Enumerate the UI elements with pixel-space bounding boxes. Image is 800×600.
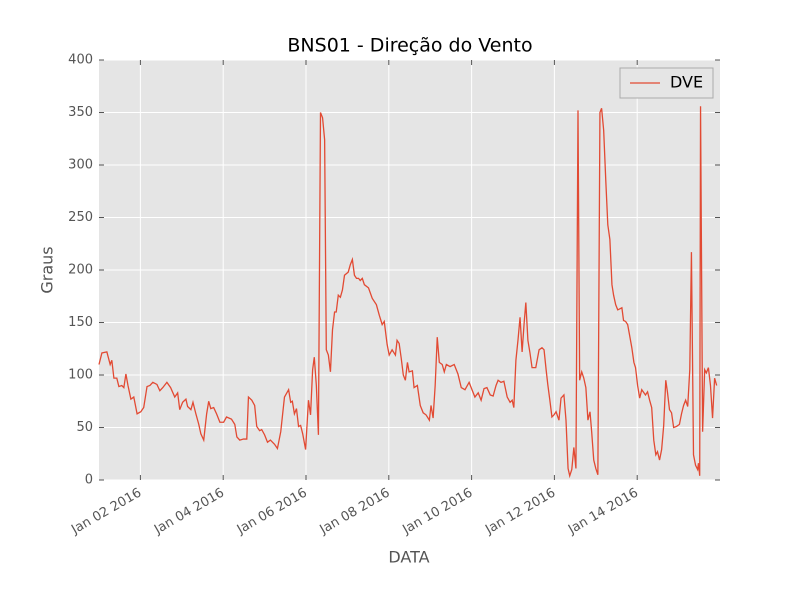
y-tick-label: 300: [68, 158, 93, 173]
y-tick-label: 100: [68, 368, 93, 383]
y-tick-label: 150: [68, 315, 93, 330]
y-tick-label: 400: [68, 53, 93, 68]
legend-label: DVE: [670, 73, 703, 92]
x-axis-label: DATA: [388, 548, 429, 567]
data-line: [98, 106, 718, 479]
y-tick-label: 0: [85, 473, 93, 488]
chart-title: BNS01 - Direção do Vento: [287, 35, 532, 57]
grid: [99, 59, 720, 481]
y-tick-label: 350: [68, 105, 93, 120]
marks: [98, 106, 718, 479]
y-tick-label: 250: [68, 210, 93, 225]
y-axis-label: Graus: [38, 246, 57, 293]
y-tick-label: 200: [68, 263, 93, 278]
y-tick-label: 50: [76, 420, 93, 435]
